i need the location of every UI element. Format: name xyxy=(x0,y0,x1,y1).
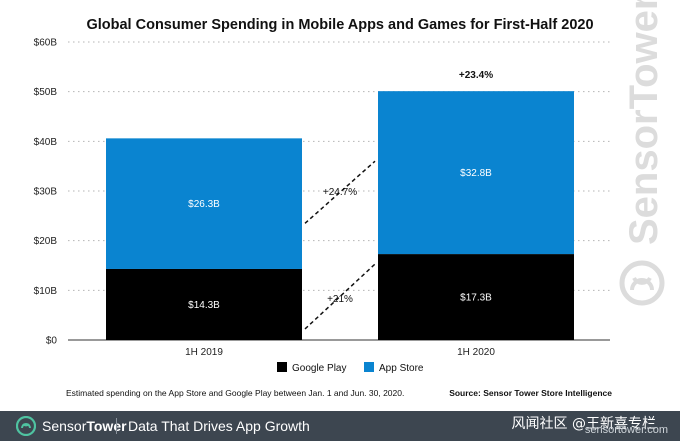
sensortower-logo-icon xyxy=(16,416,36,436)
legend-label: Google Play xyxy=(292,363,346,374)
bar-value-label: $17.3B xyxy=(460,293,492,304)
total-growth-label: +23.4% xyxy=(459,70,493,81)
source-text: Source: Sensor Tower Store Intelligence xyxy=(449,388,612,398)
app-store-growth-line xyxy=(304,160,376,224)
bar-value-label: $32.8B xyxy=(460,168,492,179)
x-tick-label: 1H 2019 xyxy=(185,347,223,358)
watermark-logo: SensorTower xyxy=(622,0,666,245)
footer-tagline: Data That Drives App Growth xyxy=(128,418,310,434)
y-tick-label: $10B xyxy=(34,286,58,297)
bar-segment xyxy=(106,268,302,340)
note-text: Estimated spending on the App Store and … xyxy=(66,388,404,398)
app-store-growth-label: +24.7% xyxy=(323,187,357,198)
chart: Global Consumer Spending in Mobile Apps … xyxy=(34,0,666,398)
bar-value-label: $14.3B xyxy=(188,300,220,311)
google-play-growth-line xyxy=(304,263,376,330)
google-play-growth-label: +21% xyxy=(327,294,353,305)
y-tick-label: $30B xyxy=(34,187,58,198)
footer-url: sensortower.com xyxy=(584,424,668,436)
watermark-sensor-icon xyxy=(619,260,665,306)
bar-segment xyxy=(378,254,574,340)
y-tick-label: $20B xyxy=(34,236,58,247)
watermark-arc-lower xyxy=(630,278,654,291)
growth-annotations: +21% +24.7% +23.4% xyxy=(304,70,493,330)
legend-swatch xyxy=(364,362,374,372)
x-tick-label: 1H 2020 xyxy=(457,347,495,358)
footer-brand-bold: Tower xyxy=(86,418,127,434)
legend-label: App Store xyxy=(379,363,424,374)
bar-value-label: $26.3B xyxy=(188,199,220,210)
footer-overlay-text: 风闻社区 @王新喜专栏 xyxy=(511,416,656,432)
bars: $14.3B $26.3B 1H 2019 $17.3B $32.8B 1H 2020 xyxy=(106,91,574,358)
bar-segment xyxy=(106,138,302,269)
bar-segment xyxy=(378,91,574,255)
footer-brand: SensorTower xyxy=(42,418,127,434)
watermark-ring xyxy=(619,260,665,306)
y-tick-label: $60B xyxy=(34,38,58,49)
y-tick-label: $0 xyxy=(46,336,58,347)
footer-brand-light: Sensor xyxy=(42,418,87,434)
footer-divider xyxy=(116,418,117,434)
y-tick-label: $40B xyxy=(34,137,58,148)
legend-swatch xyxy=(277,362,287,372)
chart-title: Global Consumer Spending in Mobile Apps … xyxy=(86,17,593,33)
legend: Google Play App Store xyxy=(277,362,424,374)
watermark-arc-upper xyxy=(632,276,652,285)
footer-bar: SensorTower Data That Drives App Growth … xyxy=(0,411,680,441)
y-tick-label: $50B xyxy=(34,87,58,98)
